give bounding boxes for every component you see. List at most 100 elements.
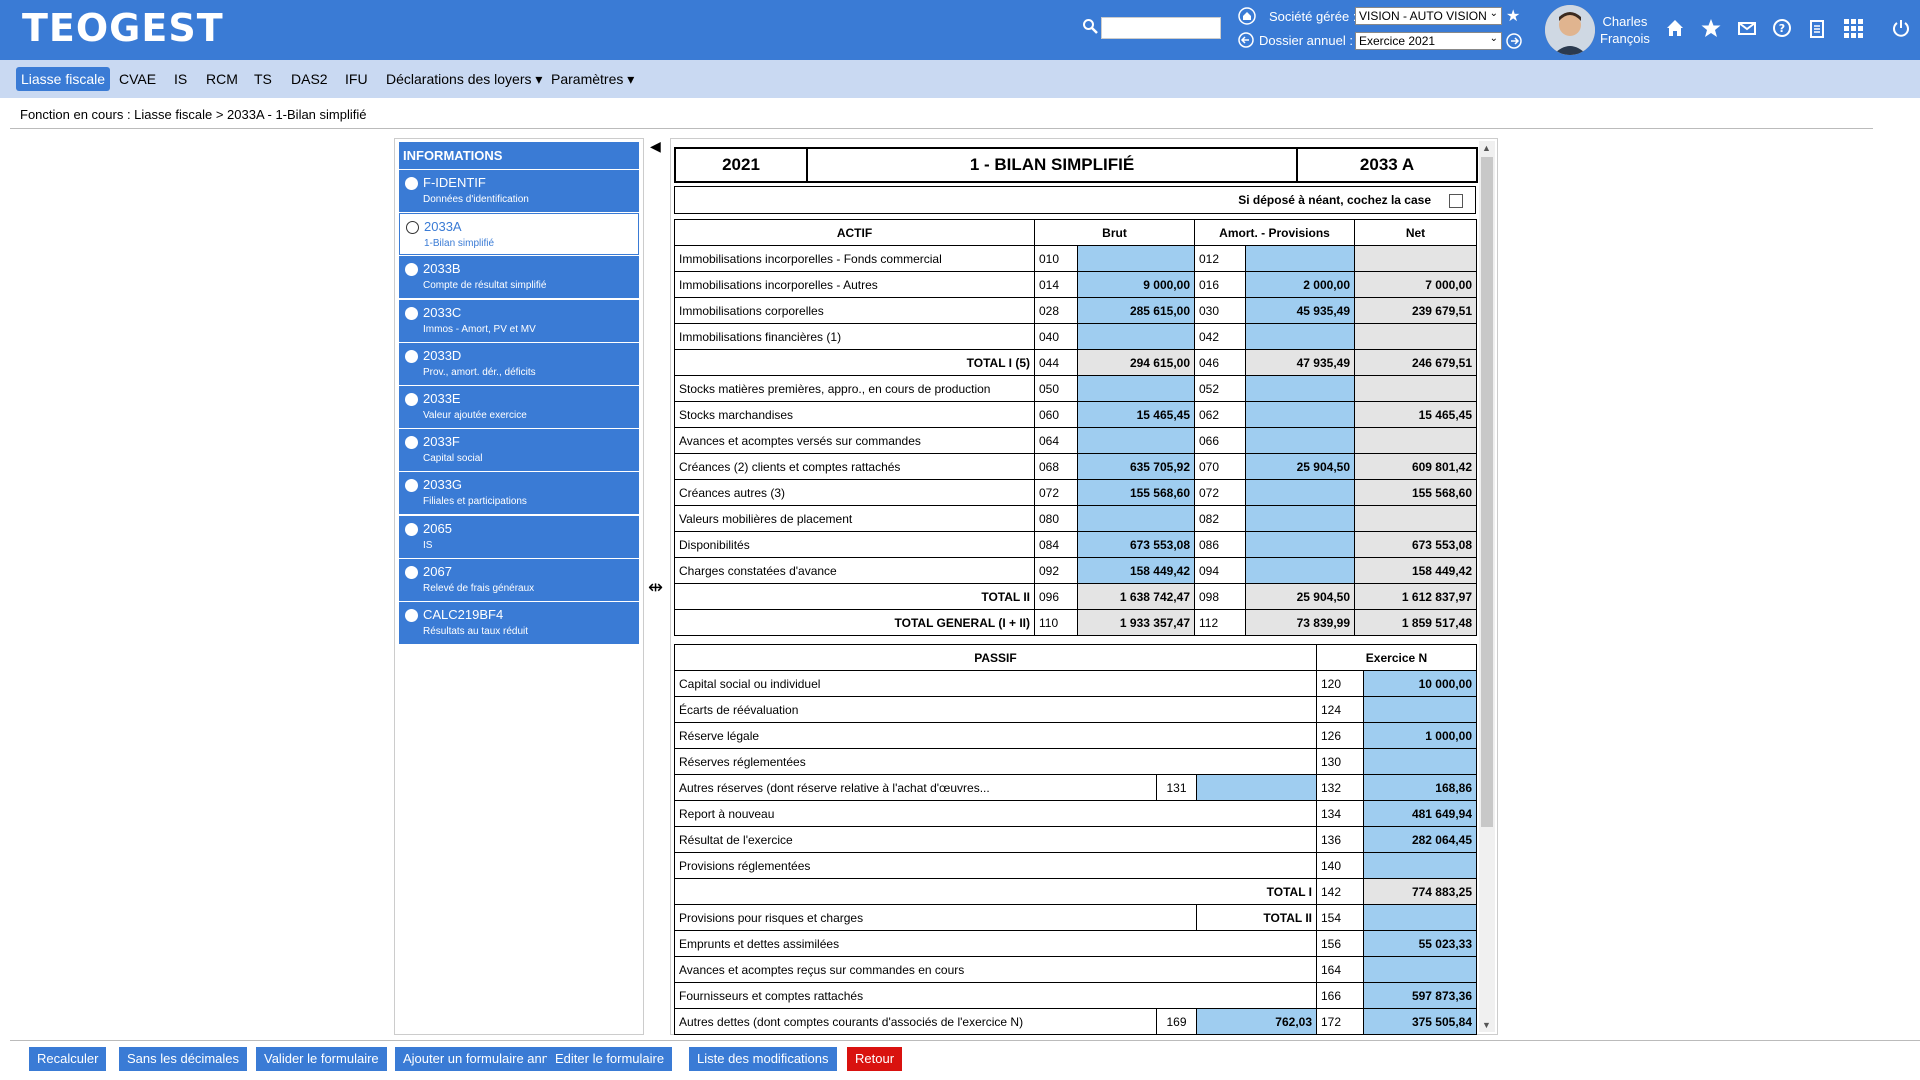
brut-value[interactable] [1076,245,1196,272]
apps-grid-icon[interactable] [1842,17,1864,39]
favorite-star-icon[interactable]: ★ [1506,8,1521,25]
amort-value[interactable] [1244,505,1356,532]
forward-arrow-icon[interactable] [1506,33,1522,49]
nav-cvae[interactable]: CVAE [119,71,157,87]
brut-value[interactable]: 158 449,42 [1076,557,1196,584]
radio-button[interactable] [405,393,418,406]
exercice-value[interactable]: 282 064,45 [1363,826,1477,853]
brut-value[interactable]: 15 465,45 [1076,401,1196,428]
back-arrow-icon[interactable] [1238,32,1254,48]
button-recalculer[interactable]: Recalculer [29,1047,107,1071]
amort-value[interactable] [1244,427,1356,454]
brut-value[interactable] [1076,375,1196,402]
societe-select[interactable]: VISION - AUTO VISION ⌄ [1355,7,1502,25]
exercice-value[interactable] [1363,904,1477,931]
amort-value[interactable] [1244,479,1356,506]
sidebar-item-calc219bf4[interactable]: CALC219BF4 Résultats au taux réduit [399,602,639,644]
nav-is[interactable]: IS [174,71,188,87]
amort-value[interactable]: 45 935,49 [1244,297,1356,324]
sidebar-item-2033e[interactable]: 2033E Valeur ajoutée exercice [399,386,639,428]
scroll-down-icon[interactable]: ▼ [1482,1020,1491,1030]
brut-value[interactable]: 673 553,08 [1076,531,1196,558]
dossier-select[interactable]: Exercice 2021 ⌄ [1355,32,1502,50]
nav-ts[interactable]: TS [254,71,272,87]
radio-button[interactable] [405,177,418,190]
amort-value[interactable] [1244,375,1356,402]
brut-value[interactable]: 635 705,92 [1076,453,1196,480]
exercice-value[interactable] [1363,852,1477,879]
amort-value[interactable]: 25 904,50 [1244,453,1356,480]
radio-button[interactable] [406,221,419,235]
scroll-up-icon[interactable]: ▲ [1482,143,1491,153]
brut-value[interactable] [1076,505,1196,532]
search-input[interactable] [1101,17,1221,39]
brut-value[interactable]: 9 000,00 [1076,271,1196,298]
radio-button[interactable] [405,436,418,450]
exercice-value[interactable]: 10 000,00 [1363,670,1477,697]
search-icon[interactable] [1082,18,1098,34]
amort-value[interactable] [1244,531,1356,558]
radio-button[interactable] [405,479,418,493]
amort-value[interactable] [1244,323,1356,350]
exercice-value[interactable]: 481 649,94 [1363,800,1477,827]
exercice-value[interactable]: 597 873,36 [1363,982,1477,1009]
sub-value[interactable] [1196,774,1317,801]
button-editer-le-formulaire[interactable]: Editer le formulaire [547,1047,673,1071]
exercice-value[interactable]: 1 000,00 [1363,722,1477,749]
resize-handle-icon[interactable]: ⇹ [648,577,664,597]
sidebar-item-2033c[interactable]: 2033C Immos - Amort, PV et MV [399,299,639,342]
sidebar-item-2065[interactable]: 2065 IS [399,515,639,558]
scroll-thumb[interactable] [1481,157,1493,827]
brut-value[interactable] [1076,427,1196,454]
exercice-value[interactable] [1363,956,1477,983]
nav-rcm[interactable]: RCM [206,71,238,87]
sidebar-item-2033b[interactable]: 2033B Compte de résultat simplifié [399,256,639,299]
sidebar-item-2033a[interactable]: 2033A 1-Bilan simplifié [399,213,639,256]
neant-checkbox[interactable] [1449,194,1463,208]
radio-button[interactable] [405,522,418,536]
sidebar-item-f-identif[interactable]: F-IDENTIF Données d'identification [399,170,639,212]
button-liste-des-modifications[interactable]: Liste des modifications [689,1047,837,1071]
mail-icon[interactable] [1736,17,1758,39]
radio-button[interactable] [405,306,418,320]
clipboard-icon[interactable] [1806,17,1828,39]
user-name[interactable]: Charles François [1600,14,1650,46]
sidebar-item-2033g[interactable]: 2033G Filiales et participations [399,472,639,515]
brut-value[interactable] [1076,323,1196,350]
sidebar-item-2033f[interactable]: 2033F Capital social [399,429,639,472]
star-icon[interactable] [1700,17,1722,39]
exercice-value[interactable] [1363,696,1477,723]
radio-button[interactable] [405,349,418,363]
exercice-value[interactable]: 375 505,84 [1363,1008,1477,1035]
power-icon[interactable] [1890,17,1912,39]
sidebar-item-2067[interactable]: 2067 Relevé de frais généraux [399,558,639,601]
radio-button[interactable] [405,263,418,277]
exercice-value[interactable] [1363,748,1477,775]
app-logo[interactable]: TEOGEST [22,6,224,50]
nav-das2[interactable]: DAS2 [291,71,328,87]
brut-value[interactable]: 285 615,00 [1076,297,1196,324]
nav-parametres[interactable]: Paramètres ▾ [551,71,635,87]
button-sans-les-d-cimales[interactable]: Sans les décimales [119,1047,247,1071]
collapse-sidebar-icon[interactable]: ◀ [650,138,661,154]
exercice-value[interactable]: 55 023,33 [1363,930,1477,957]
radio-button[interactable] [405,609,418,622]
amort-value[interactable] [1244,557,1356,584]
form-scrollbar[interactable]: ▲ ▼ [1479,141,1495,1032]
button-valider-le-formulaire[interactable]: Valider le formulaire [256,1047,387,1071]
amort-value[interactable] [1244,245,1356,272]
nav-liasse-fiscale[interactable]: Liasse fiscale [16,67,111,91]
sub-value[interactable]: 762,03 [1196,1008,1317,1035]
amort-value[interactable]: 2 000,00 [1244,271,1356,298]
avatar[interactable] [1545,5,1595,55]
brut-value[interactable]: 155 568,60 [1076,479,1196,506]
button-retour[interactable]: Retour [847,1047,903,1071]
radio-button[interactable] [405,565,418,579]
home-icon[interactable] [1664,17,1686,39]
amort-value[interactable] [1244,401,1356,428]
nav-ifu[interactable]: IFU [345,71,368,87]
sidebar-item-2033d[interactable]: 2033D Prov., amort. dér., déficits [399,342,639,385]
help-icon[interactable]: ? [1771,17,1793,39]
nav-declarations-loyers[interactable]: Déclarations des loyers ▾ [386,71,543,87]
exercice-value[interactable]: 168,86 [1363,774,1477,801]
